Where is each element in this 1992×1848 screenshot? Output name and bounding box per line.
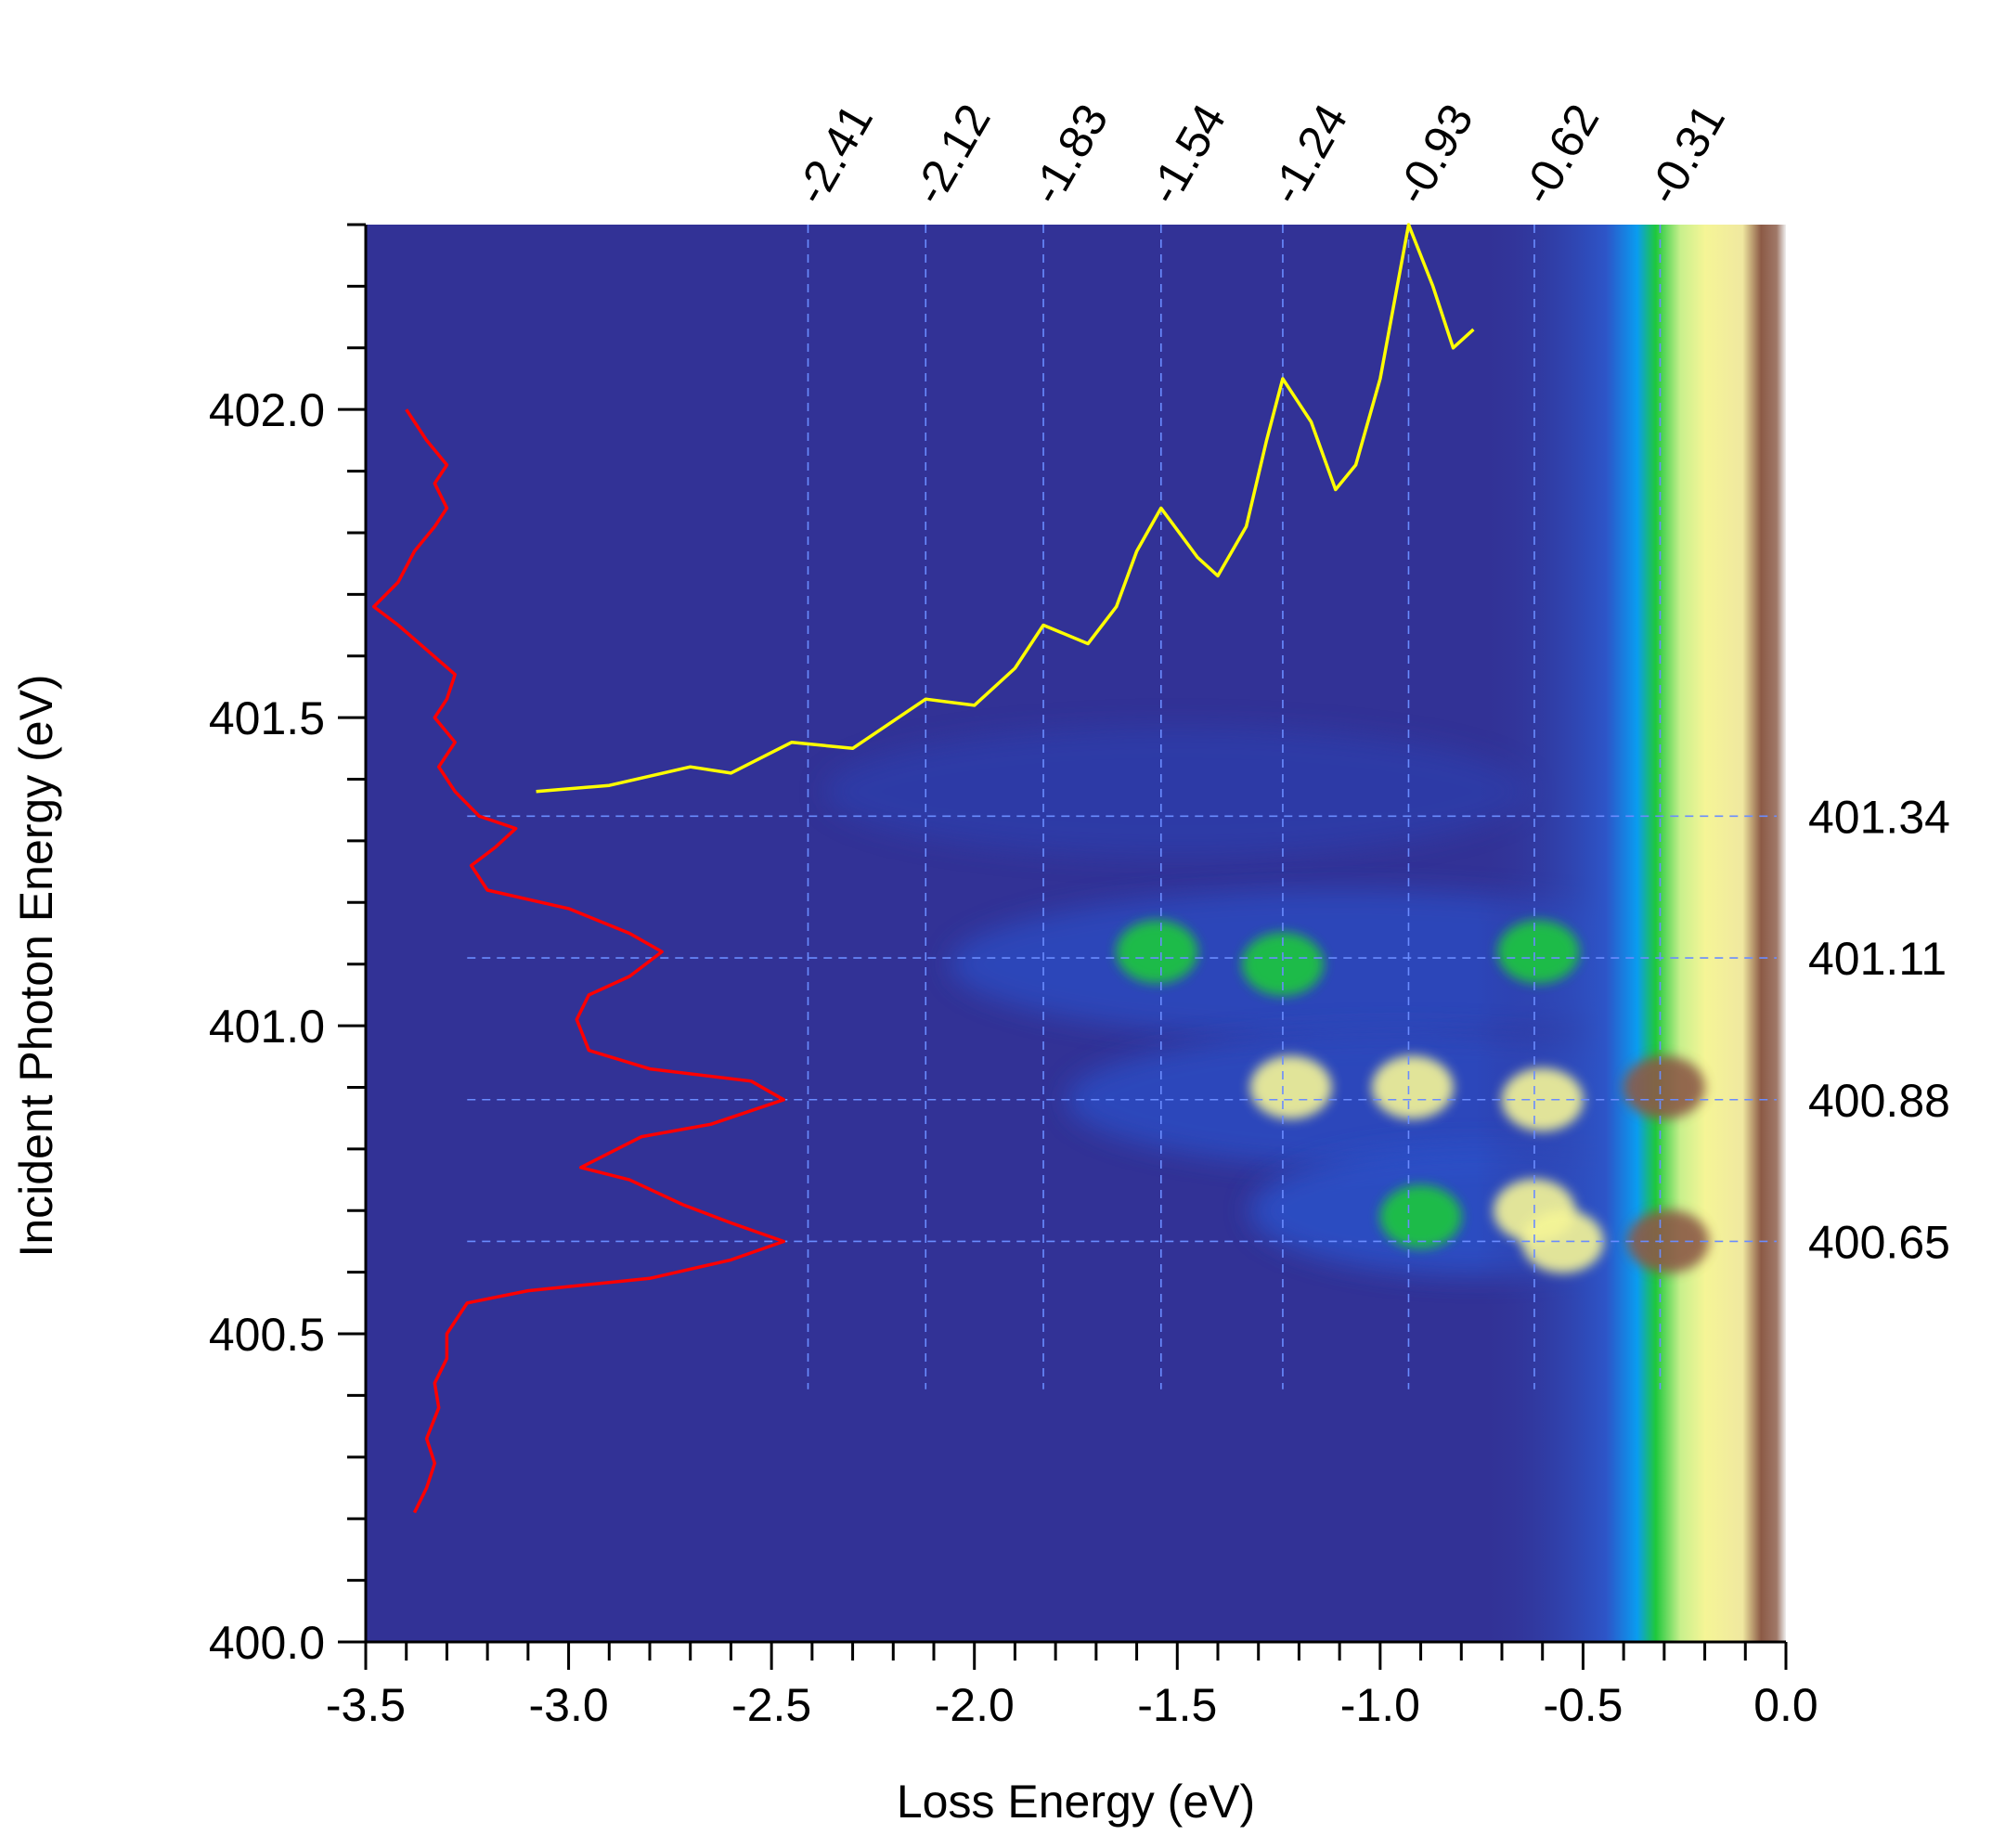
heatmap-hotspot [1116, 920, 1198, 984]
x-tick-label: -3.5 [326, 1679, 406, 1731]
x-tick-label: -3.0 [528, 1679, 608, 1731]
x-tick-label: 0.0 [1753, 1679, 1818, 1731]
x-tick-label: -1.0 [1340, 1679, 1420, 1731]
labels: -3.5 -3.0 -2.5 -2.0 -1.5 -1.0 -0.5 0.0 400.0 400.… [10, 96, 1950, 1828]
y-tick-label: 401.5 [209, 692, 325, 744]
series-line [536, 223, 1475, 794]
x-tick-label: -0.5 [1543, 1679, 1623, 1731]
top-marker-label: -2.41 [785, 96, 883, 213]
y-tick-label: 401.0 [209, 1001, 325, 1053]
heatmap-hotspot [1497, 920, 1580, 984]
axes [338, 223, 1788, 1670]
top-marker-label: -1.83 [1020, 96, 1118, 213]
feature-band [824, 726, 1531, 857]
y-tick-label: 400.5 [209, 1309, 325, 1361]
y-tick-label: 400.0 [209, 1617, 325, 1669]
right-marker-label: 401.34 [1808, 791, 1950, 843]
right-marker-label: 401.11 [1808, 933, 1947, 985]
top-marker-label: -0.31 [1637, 96, 1735, 213]
top-marker-label: -1.24 [1260, 96, 1357, 213]
heatmap-hotspot [1371, 1055, 1454, 1119]
x-tick-label: -2.0 [935, 1679, 1015, 1731]
data-series [371, 223, 1475, 1514]
top-marker-label: -2.12 [902, 96, 1000, 213]
heatmap-hotspot [1627, 1209, 1710, 1273]
top-marker-label: -0.62 [1511, 96, 1609, 213]
marker-lines [467, 225, 1777, 1389]
series-line [371, 408, 786, 1514]
x-tick-label: -1.5 [1137, 1679, 1217, 1731]
heatmap [366, 225, 1786, 1642]
right-marker-label: 400.65 [1808, 1216, 1950, 1268]
heatmap-hotspot [1521, 1209, 1604, 1273]
top-marker-label: -1.54 [1138, 96, 1235, 213]
x-axis-title: Loss Energy (eV) [897, 1776, 1255, 1828]
right-marker-label: 400.88 [1808, 1075, 1950, 1127]
x-tick-label: -2.5 [731, 1679, 811, 1731]
heatmap-hotspot [1379, 1184, 1462, 1248]
y-tick-label: 402.0 [209, 384, 325, 436]
heatmap-hotspot [1241, 932, 1324, 996]
y-axis-title: Incident Photon Energy (eV) [10, 674, 62, 1257]
heatmap-hotspot [1623, 1055, 1705, 1119]
top-marker-label: -0.93 [1385, 96, 1482, 213]
heatmap-hotspot [1249, 1055, 1332, 1119]
